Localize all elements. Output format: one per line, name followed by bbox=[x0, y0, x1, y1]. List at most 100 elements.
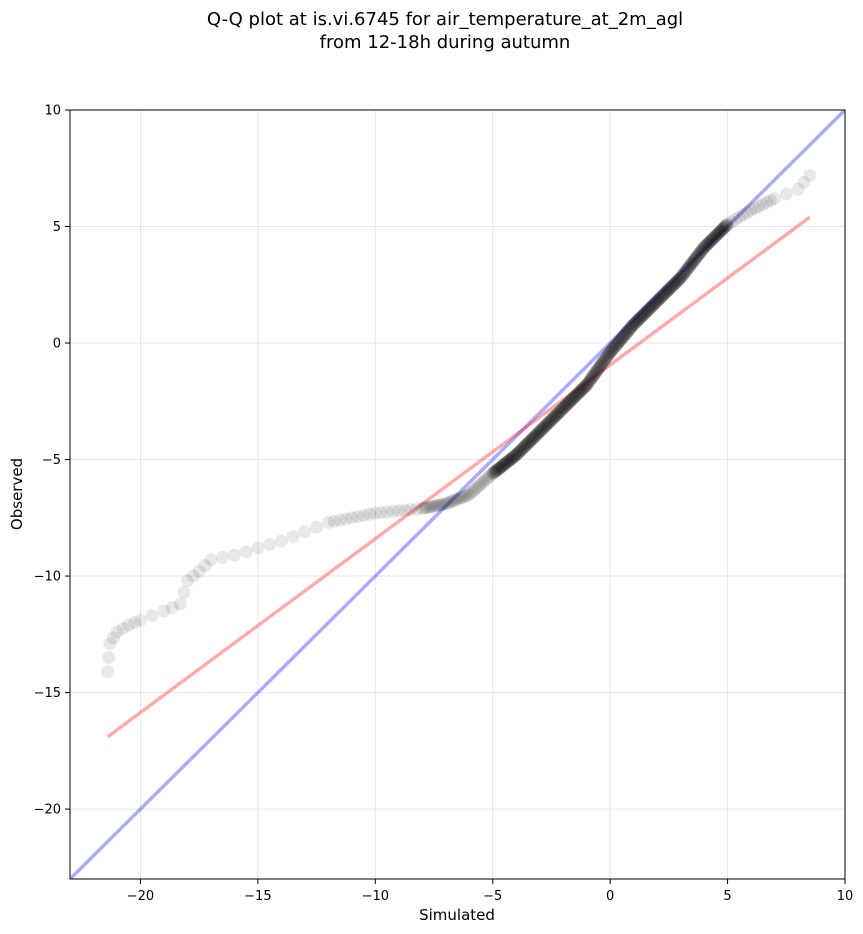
qq-point bbox=[580, 378, 594, 392]
qq-point bbox=[591, 362, 605, 376]
qq-point bbox=[530, 427, 544, 441]
y-tick-label: −15 bbox=[34, 686, 61, 701]
qq-point bbox=[791, 182, 805, 196]
qq-point bbox=[709, 229, 723, 243]
qq-point bbox=[538, 419, 552, 433]
qq-point bbox=[497, 457, 511, 471]
qq-point bbox=[640, 305, 654, 319]
qq-point bbox=[128, 616, 142, 630]
qq-point bbox=[398, 503, 412, 517]
qq-point bbox=[623, 322, 637, 336]
qq-point bbox=[543, 414, 557, 428]
qq-point bbox=[655, 289, 669, 303]
qq-point bbox=[502, 453, 516, 467]
qq-point bbox=[720, 218, 734, 232]
qq-point bbox=[630, 314, 644, 328]
qq-point bbox=[701, 236, 715, 250]
qq-point bbox=[603, 345, 617, 359]
qq-point bbox=[620, 326, 634, 340]
qq-point bbox=[648, 296, 662, 310]
qq-point bbox=[574, 383, 588, 397]
qq-point bbox=[711, 227, 725, 241]
qq-point bbox=[502, 454, 516, 468]
qq-point bbox=[584, 371, 598, 385]
qq-point bbox=[516, 441, 530, 455]
qq-point bbox=[454, 491, 468, 505]
qq-point bbox=[327, 514, 341, 528]
x-axis-ticks: −20 −15 −10 −5 0 5 10 bbox=[127, 879, 854, 904]
qq-point bbox=[503, 453, 517, 467]
qq-point bbox=[779, 187, 793, 201]
qq-point bbox=[632, 312, 646, 326]
qq-point bbox=[611, 336, 625, 350]
qq-point bbox=[534, 423, 548, 437]
y-tick-label: −5 bbox=[42, 453, 61, 468]
qq-point bbox=[368, 506, 382, 520]
qq-point bbox=[523, 434, 537, 448]
qq-point bbox=[563, 394, 577, 408]
qq-point bbox=[679, 264, 693, 278]
qq-point bbox=[576, 381, 590, 395]
qq-point bbox=[703, 235, 717, 249]
qq-point bbox=[451, 492, 464, 506]
qq-point bbox=[492, 462, 506, 476]
x-tick-label: −10 bbox=[362, 889, 389, 904]
qq-point bbox=[616, 330, 630, 344]
qq-point bbox=[611, 336, 625, 350]
qq-point bbox=[589, 365, 603, 379]
qq-point bbox=[404, 503, 418, 517]
qq-point bbox=[529, 428, 543, 442]
qq-point bbox=[581, 376, 595, 390]
qq-point bbox=[456, 490, 470, 504]
qq-point bbox=[650, 295, 664, 309]
qq-point bbox=[499, 456, 513, 470]
qq-point bbox=[550, 408, 564, 422]
qq-point bbox=[596, 355, 610, 369]
qq-point bbox=[718, 220, 732, 234]
qq-point bbox=[712, 225, 726, 239]
qq-point bbox=[536, 422, 550, 436]
qq-point bbox=[570, 388, 584, 402]
qq-point bbox=[558, 400, 572, 414]
qq-point bbox=[298, 525, 312, 539]
qq-point bbox=[585, 371, 599, 385]
qq-point bbox=[675, 269, 689, 283]
qq-point bbox=[486, 466, 500, 480]
qq-point bbox=[122, 618, 136, 632]
qq-point bbox=[631, 313, 645, 327]
qq-point bbox=[595, 357, 609, 371]
qq-point bbox=[520, 437, 534, 451]
qq-point bbox=[685, 256, 699, 270]
qq-point bbox=[476, 475, 490, 489]
qq-point bbox=[165, 601, 179, 615]
qq-point bbox=[653, 291, 667, 305]
qq-point bbox=[525, 432, 539, 446]
qq-point bbox=[557, 401, 571, 415]
qq-point bbox=[637, 307, 651, 321]
qq-point bbox=[644, 300, 658, 314]
qq-point bbox=[686, 255, 700, 269]
qq-point bbox=[548, 409, 562, 423]
qq-point bbox=[583, 374, 597, 388]
qq-point bbox=[640, 304, 654, 318]
qq-point bbox=[697, 241, 711, 255]
qq-point bbox=[460, 488, 474, 502]
x-tick-label: 10 bbox=[837, 889, 854, 904]
qq-point bbox=[768, 192, 782, 206]
qq-point bbox=[647, 297, 661, 311]
qq-point bbox=[610, 338, 624, 352]
qq-point bbox=[198, 559, 212, 573]
qq-point bbox=[705, 233, 719, 247]
qq-point bbox=[654, 291, 668, 305]
qq-point bbox=[576, 382, 590, 396]
qq-point bbox=[547, 410, 561, 424]
qq-point bbox=[501, 454, 515, 468]
chart-title-line1: Q-Q plot at is.vi.6745 for air_temperatu… bbox=[207, 9, 683, 30]
qq-point bbox=[623, 322, 637, 336]
qq-point bbox=[484, 468, 498, 482]
qq-point bbox=[437, 497, 451, 511]
qq-point bbox=[764, 193, 778, 207]
qq-point bbox=[263, 538, 277, 552]
qq-point bbox=[567, 391, 581, 405]
